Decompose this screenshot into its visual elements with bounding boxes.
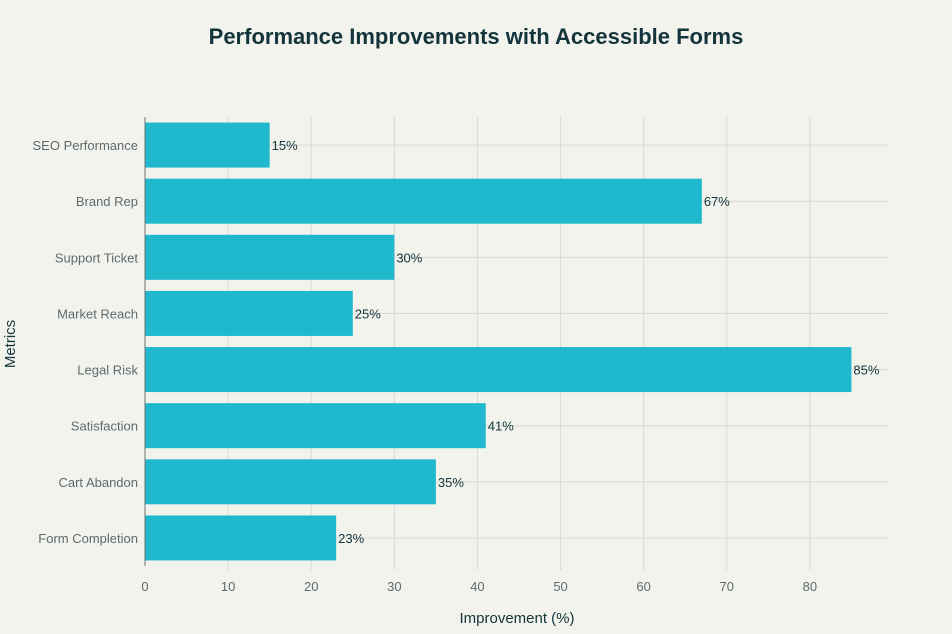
- y-axis-label: Metrics: [2, 320, 19, 368]
- y-tick-label: Support Ticket: [55, 250, 138, 265]
- x-tick-label: 20: [304, 579, 318, 594]
- y-tick-label: SEO Performance: [33, 138, 139, 153]
- bar: [145, 178, 702, 224]
- chart-title: Performance Improvements with Accessible…: [208, 24, 744, 49]
- data-label: 35%: [438, 475, 464, 490]
- x-tick-label: 60: [636, 579, 650, 594]
- data-label: 41%: [488, 419, 514, 434]
- bar: [145, 347, 852, 393]
- data-label: 30%: [396, 250, 422, 265]
- bar: [145, 403, 486, 449]
- x-tick-label: 0: [141, 579, 148, 594]
- y-tick-label: Legal Risk: [77, 363, 138, 378]
- y-tick-label: Cart Abandon: [58, 475, 138, 490]
- x-tick-label: 40: [470, 579, 484, 594]
- y-tick-label: Satisfaction: [71, 419, 138, 434]
- bar: [145, 122, 270, 168]
- x-tick-label: 50: [553, 579, 567, 594]
- x-tick-label: 70: [720, 579, 734, 594]
- data-label: 85%: [853, 363, 879, 378]
- data-label: 23%: [338, 531, 364, 546]
- data-label: 15%: [272, 138, 298, 153]
- bar: [145, 290, 353, 336]
- x-tick-label: 30: [387, 579, 401, 594]
- y-tick-label: Brand Rep: [76, 194, 138, 209]
- data-label: 67%: [704, 194, 730, 209]
- y-tick-label: Market Reach: [57, 306, 138, 321]
- bar: [145, 234, 395, 280]
- x-tick-label: 80: [803, 579, 817, 594]
- x-tick-label: 10: [221, 579, 235, 594]
- x-ticks: 0 10 20 30 40 50 60 70 80: [141, 579, 817, 594]
- data-label: 25%: [355, 306, 381, 321]
- y-tick-labels: SEO Performance Brand Rep Support Ticket Ma…: [33, 138, 139, 546]
- bar: [145, 459, 436, 505]
- bar: [145, 515, 337, 561]
- x-axis-label: Improvement (%): [459, 610, 574, 627]
- y-tick-label: Form Completion: [38, 531, 138, 546]
- bars: 15% 67% 30% 25% 85% 41% 35% 23%: [145, 122, 880, 561]
